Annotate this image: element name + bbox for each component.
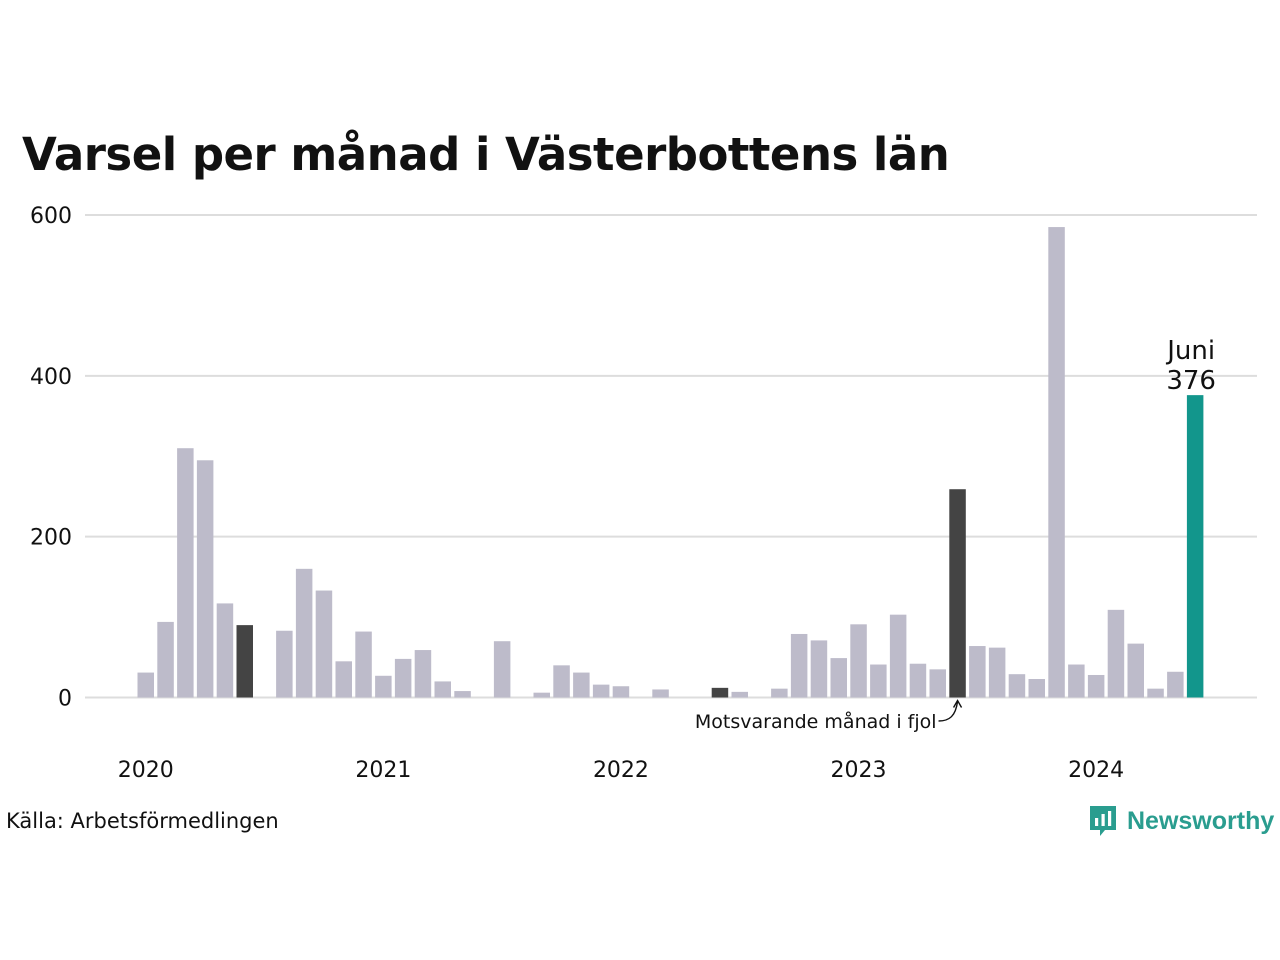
y-axis-ticks: 0 200 400 600 [30, 204, 72, 712]
bar [830, 658, 847, 698]
bar [909, 663, 927, 698]
bar [553, 665, 570, 698]
x-tick-label: 2022 [593, 758, 649, 783]
bar [592, 684, 610, 698]
bar [1008, 674, 1026, 698]
bar [1127, 643, 1144, 698]
bar [1048, 227, 1065, 698]
bar [1107, 609, 1125, 698]
annotation-arrowhead [952, 699, 963, 708]
bar [988, 647, 1006, 698]
annotation-text: Motsvarande månad i fjol [695, 710, 937, 733]
bar [790, 633, 808, 698]
x-axis-ticks: 2020 2021 2022 2023 2024 [118, 758, 1124, 783]
bar [1068, 664, 1085, 698]
page-title: Varsel per månad i Västerbottens län [22, 128, 950, 181]
bar [335, 661, 352, 698]
bar [295, 568, 313, 698]
bar [276, 630, 293, 698]
bar [870, 664, 887, 698]
bar [771, 688, 788, 698]
source-note: Källa: Arbetsförmedlingen [6, 809, 279, 833]
highlight-month-label: Juni [1165, 336, 1215, 366]
x-tick-label: 2024 [1068, 758, 1124, 783]
bar [1167, 671, 1184, 698]
x-tick-label: 2023 [831, 758, 887, 783]
brand-name: Newsworthy [1127, 806, 1275, 835]
x-tick-label: 2021 [355, 758, 411, 783]
bar [731, 691, 748, 698]
highlight-value-label: 376 [1166, 366, 1216, 396]
bar [929, 669, 946, 698]
bar [573, 672, 590, 698]
y-tick-label: 600 [30, 204, 72, 229]
bar [1087, 674, 1105, 698]
bar [850, 624, 867, 698]
bar [493, 641, 511, 698]
bar [1147, 688, 1164, 698]
comparison-bar [949, 489, 966, 698]
bar [375, 675, 392, 698]
bar [434, 681, 451, 698]
bar [157, 621, 174, 698]
x-tick-label: 2020 [118, 758, 174, 783]
bar [612, 686, 630, 698]
bar [652, 689, 669, 698]
bar [969, 646, 986, 698]
highlight-bar [1186, 395, 1204, 698]
bar [414, 650, 432, 698]
bar [394, 658, 412, 698]
bars [137, 227, 1204, 698]
bar [137, 672, 154, 698]
bar [889, 614, 907, 698]
bar [315, 590, 333, 698]
bar [355, 631, 372, 698]
bar [810, 640, 828, 698]
y-tick-label: 200 [30, 526, 72, 551]
bar-chart-speech-bubble-icon [1090, 806, 1116, 836]
bar [454, 691, 471, 698]
bar [177, 448, 194, 698]
bar [1028, 679, 1045, 698]
y-tick-label: 0 [58, 687, 72, 712]
bar [196, 460, 214, 698]
y-tick-label: 400 [30, 365, 72, 390]
comparison-bar [236, 625, 253, 698]
gridlines [85, 214, 1257, 699]
comparison-bar [711, 687, 729, 698]
bar [216, 603, 234, 698]
annotation-arrow [938, 701, 959, 722]
brand-logo[interactable]: Newsworthy [1087, 803, 1274, 839]
bar [533, 692, 550, 698]
